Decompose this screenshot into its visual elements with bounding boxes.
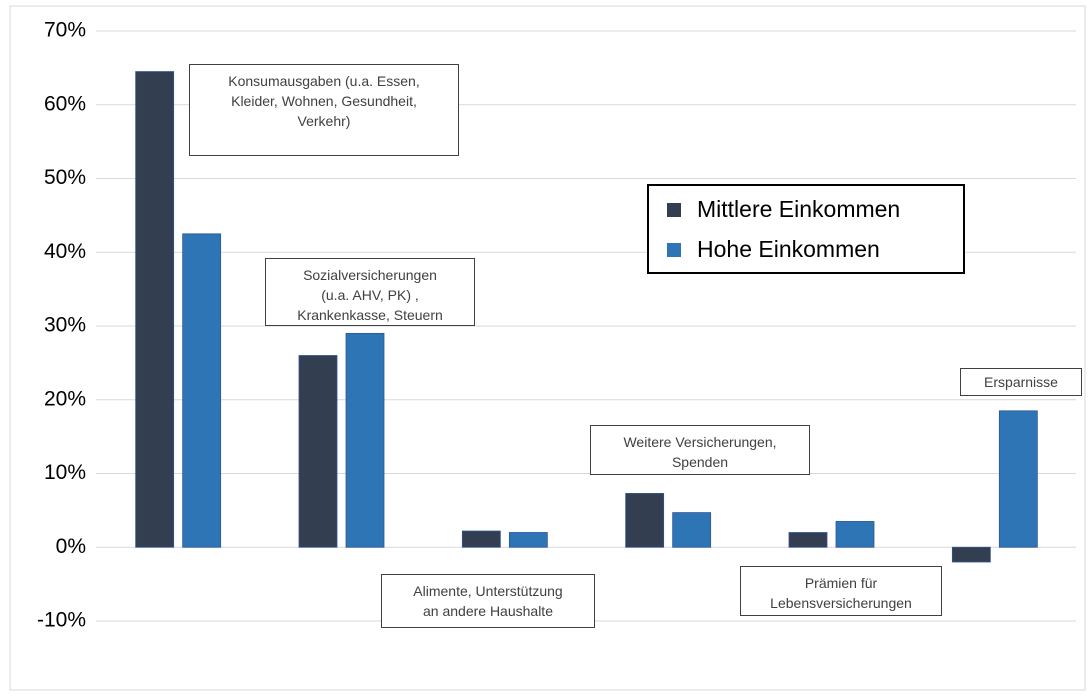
bar [788,532,828,548]
legend-swatch [667,202,681,217]
bar [508,532,548,548]
y-tick-label: 10% [44,461,86,484]
y-tick-label: 20% [44,387,86,410]
y-tick-label: 30% [44,314,86,337]
y-tick-label: 0% [56,535,86,558]
bar [182,233,222,548]
bar [835,521,875,548]
bar [951,546,991,563]
y-tick-label: 50% [44,166,86,189]
y-tick-label: -10% [37,609,86,632]
legend-swatch [667,242,681,257]
category-label: Ersparnisse [960,368,1082,396]
y-tick-label: 40% [44,240,86,263]
legend-label: Mittlere Einkommen [697,196,901,222]
category-label: Sozialversicherungen (u.a. AHV, PK) , Kr… [265,258,475,326]
bar [998,410,1038,548]
legend-entry: Hohe Einkommen [667,236,880,263]
bar [672,512,712,548]
category-label: Weitere Versicherungen, Spenden [590,425,810,475]
legend-label: Hohe Einkommen [697,236,880,262]
bar [345,332,385,548]
bar [135,71,175,548]
category-label: Alimente, Unterstützung an andere Hausha… [381,574,595,628]
bar [461,530,501,548]
y-tick-label: 60% [44,92,86,115]
bar [625,493,665,548]
category-label: Konsumausgaben (u.a. Essen, Kleider, Woh… [189,64,459,156]
y-tick-label: 70% [44,19,86,42]
legend-entry: Mittlere Einkommen [667,196,900,223]
category-label: Prämien für Lebensversicherungen [740,566,942,616]
bar [298,355,338,548]
legend: Mittlere Einkommen Hohe Einkommen [647,184,965,274]
